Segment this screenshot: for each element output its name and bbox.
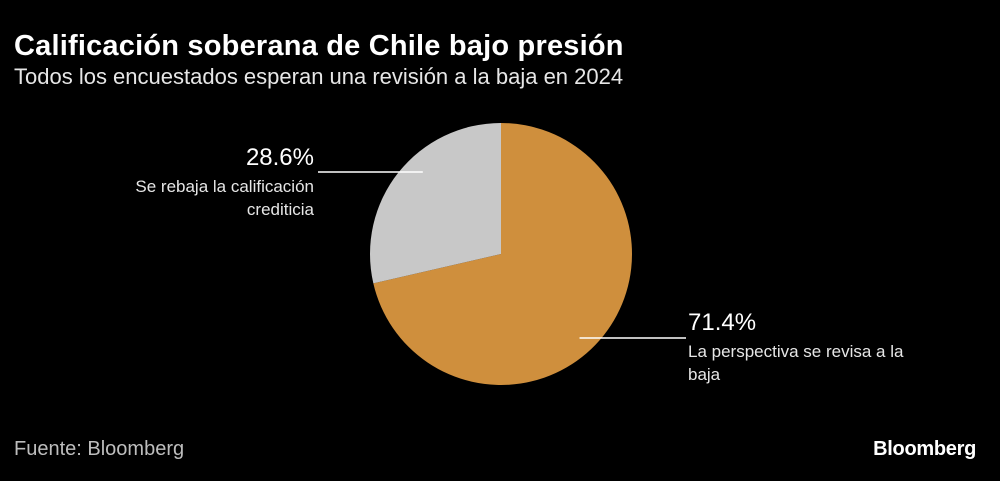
slice-category-label-0-line-1: baja <box>688 365 721 384</box>
slice-category-label-0-line-0: La perspectiva se revisa a la <box>688 342 904 361</box>
slice-category-label-1-line-0: Se rebaja la calificación <box>135 177 314 196</box>
pie-slice-1 <box>369 123 501 284</box>
source-note: Fuente: Bloomberg <box>14 438 185 460</box>
chart-subtitle: Todos los encuestados esperan una revisi… <box>14 64 624 89</box>
slice-category-label-1-line-1: crediticia <box>247 200 315 219</box>
pie-slices <box>369 123 632 385</box>
bloomberg-logo: Bloomberg <box>873 438 976 460</box>
slice-value-label-1: 28.6% <box>246 144 314 171</box>
slice-value-label-0: 71.4% <box>688 309 756 336</box>
pie-slice-0 <box>373 123 632 385</box>
chart-title: Calificación soberana de Chile bajo pres… <box>14 30 624 62</box>
pie-labels: 71.4% La perspectiva se revisa a la baja 28… <box>135 144 904 384</box>
